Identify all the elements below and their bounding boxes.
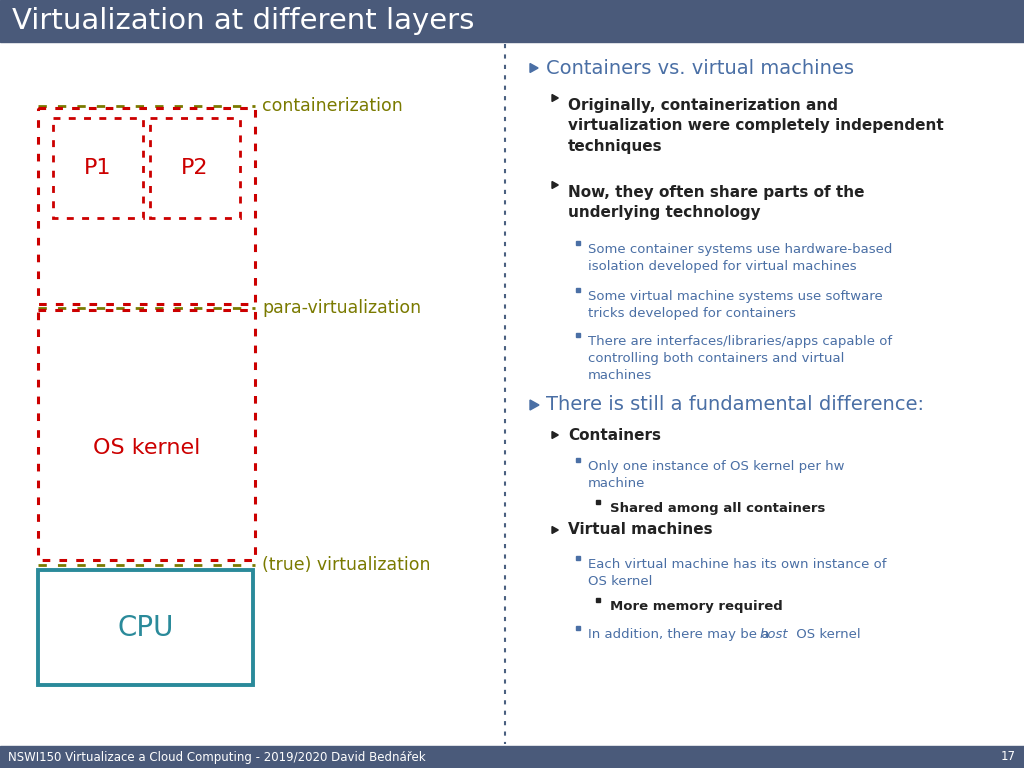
Polygon shape [552,527,558,534]
Polygon shape [530,64,538,72]
Bar [575,288,581,293]
Bar [596,500,600,505]
Bar [575,240,581,245]
Text: P2: P2 [181,158,209,178]
Bar [575,458,581,462]
Bar [575,626,581,631]
Bar [38,310,255,560]
Bar [38,570,253,685]
Text: Virtual machines: Virtual machines [568,522,713,538]
Text: In addition, there may be a: In addition, there may be a [588,628,773,641]
Text: 17: 17 [1001,750,1016,763]
Bar [596,598,600,602]
Bar [575,333,581,337]
Text: CPU: CPU [118,614,174,641]
Polygon shape [552,432,558,439]
Polygon shape [530,400,539,410]
Bar [575,556,581,560]
Text: host: host [760,628,788,641]
Text: Each virtual machine has its own instance of
OS kernel: Each virtual machine has its own instanc… [588,558,887,588]
Text: Containers: Containers [568,428,662,442]
Text: containerization: containerization [262,97,402,115]
Bar [150,118,240,218]
Text: (true) virtualization: (true) virtualization [262,556,430,574]
Text: Only one instance of OS kernel per hw
machine: Only one instance of OS kernel per hw ma… [588,460,845,490]
Text: OS kernel: OS kernel [93,438,200,458]
Text: Virtualization at different layers: Virtualization at different layers [12,7,474,35]
Text: Some virtual machine systems use software
tricks developed for containers: Some virtual machine systems use softwar… [588,290,883,320]
Bar [0,746,1024,768]
Bar [0,0,1024,42]
Text: There are interfaces/libraries/apps capable of
controlling both containers and v: There are interfaces/libraries/apps capa… [588,335,892,382]
Text: Shared among all containers: Shared among all containers [610,502,825,515]
Text: Now, they often share parts of the
underlying technology: Now, they often share parts of the under… [568,185,864,220]
Text: para-virtualization: para-virtualization [262,299,421,317]
Text: More memory required: More memory required [610,600,782,613]
Text: OS kernel: OS kernel [792,628,860,641]
Bar [38,108,255,304]
Polygon shape [552,181,558,188]
Text: Some container systems use hardware-based
isolation developed for virtual machin: Some container systems use hardware-base… [588,243,892,273]
Bar [53,118,143,218]
Text: Containers vs. virtual machines: Containers vs. virtual machines [546,58,854,78]
Text: There is still a fundamental difference:: There is still a fundamental difference: [546,396,924,415]
Text: Originally, containerization and
virtualization were completely independent
tech: Originally, containerization and virtual… [568,98,944,154]
Text: NSWI150 Virtualizace a Cloud Computing - 2019/2020 David Bednářek: NSWI150 Virtualizace a Cloud Computing -… [8,750,426,763]
Polygon shape [552,94,558,101]
Text: P1: P1 [84,158,112,178]
